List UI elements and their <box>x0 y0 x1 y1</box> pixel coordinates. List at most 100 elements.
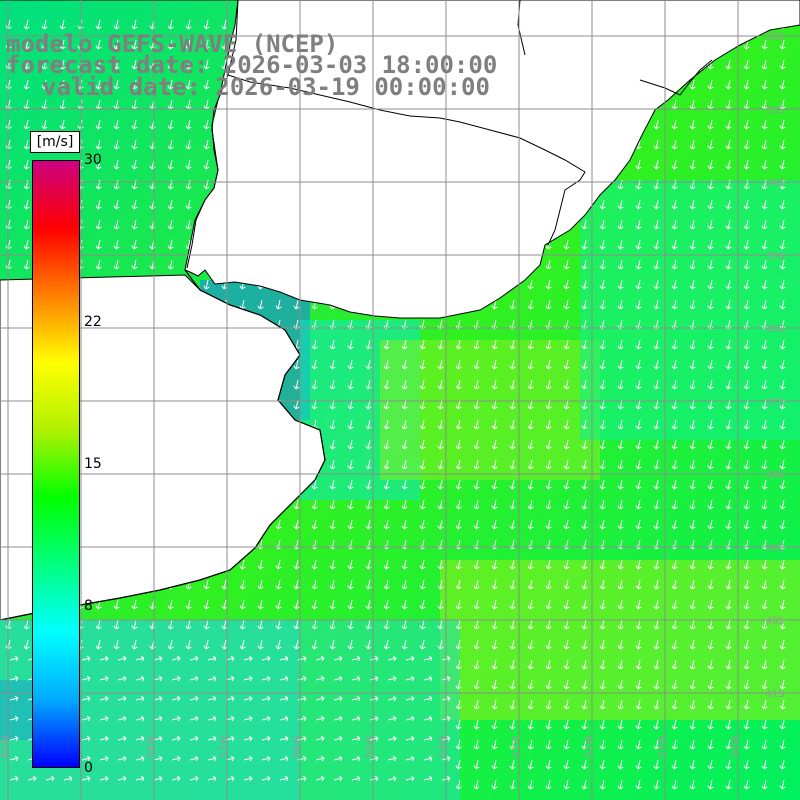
wind-arrow <box>95 219 102 230</box>
wind-arrow <box>635 679 642 690</box>
wind-arrow <box>131 19 138 30</box>
wind-arrow <box>275 619 282 630</box>
wind-arrow <box>189 675 199 682</box>
wind-arrow <box>725 639 732 650</box>
wind-arrow <box>725 479 732 490</box>
wind-arrow <box>653 279 660 290</box>
wind-arrow <box>167 119 174 130</box>
wind-arrow <box>581 499 588 510</box>
wind-arrow <box>329 599 336 610</box>
wind-arrow <box>95 79 102 90</box>
wind-arrow <box>779 299 786 310</box>
wind-arrow <box>419 639 426 650</box>
wind-arrow <box>437 339 444 350</box>
wind-arrow <box>527 479 534 490</box>
wind-arrow <box>383 359 390 370</box>
wind-arrow <box>707 419 714 430</box>
wind-arrow <box>617 379 624 390</box>
wind-arrow <box>473 419 480 430</box>
wind-arrow <box>135 715 145 722</box>
wind-arrow <box>599 459 606 470</box>
wind-arrow <box>437 619 444 630</box>
wind-arrow <box>167 619 174 630</box>
wind-arrow <box>653 639 660 650</box>
wind-arrow <box>99 655 109 662</box>
wind-arrow <box>527 419 534 430</box>
wind-arrow <box>527 279 534 290</box>
wind-arrow <box>725 659 732 670</box>
wind-arrow <box>725 599 732 610</box>
wind-arrow <box>383 639 390 650</box>
wind-arrow <box>581 599 588 610</box>
wind-arrow <box>743 259 750 270</box>
wind-arrow <box>171 655 181 662</box>
wind-arrow <box>707 559 714 570</box>
wind-arrow <box>329 419 336 430</box>
wind-arrow <box>117 655 127 662</box>
wind-arrow <box>599 499 606 510</box>
wind-arrow <box>365 379 372 390</box>
wind-arrow <box>329 379 336 390</box>
wind-arrow <box>239 559 246 570</box>
wind-arrow <box>27 775 37 782</box>
wind-arrow <box>617 499 624 510</box>
wind-arrow <box>581 699 588 710</box>
wind-arrow <box>59 39 66 50</box>
wind-arrow <box>761 439 768 450</box>
wind-arrow <box>689 519 696 530</box>
wind-arrow <box>369 655 379 662</box>
wind-arrow <box>81 775 91 782</box>
wind-arrow <box>527 559 534 570</box>
longitude-label: 50W <box>730 735 741 758</box>
wind-arrow <box>473 659 480 670</box>
wind-arrow <box>59 79 66 90</box>
longitude-label: 54W <box>438 735 449 758</box>
wind-arrow <box>779 219 786 230</box>
wind-arrow <box>473 699 480 710</box>
wind-arrow <box>563 519 570 530</box>
wind-arrow <box>239 579 246 590</box>
wind-arrow <box>779 779 786 790</box>
wind-arrow <box>473 499 480 510</box>
wind-arrow <box>527 439 534 450</box>
wind-arrow <box>617 639 624 650</box>
wind-arrow <box>707 139 714 150</box>
wind-arrow <box>779 599 786 610</box>
wind-arrow <box>383 499 390 510</box>
wind-arrow <box>401 619 408 630</box>
wind-arrow <box>743 499 750 510</box>
wind-arrow <box>599 259 606 270</box>
colorbar-unit: [m/s] <box>30 131 80 153</box>
wind-arrow <box>473 339 480 350</box>
wind-arrow <box>473 599 480 610</box>
wind-arrow <box>743 379 750 390</box>
wind-arrow <box>671 159 678 170</box>
wind-arrow <box>203 59 210 70</box>
wind-arrow <box>545 639 552 650</box>
wind-arrow <box>761 379 768 390</box>
wind-arrow <box>617 599 624 610</box>
wind-arrow <box>293 519 300 530</box>
wind-arrow <box>761 599 768 610</box>
wind-arrow <box>455 639 462 650</box>
wind-arrow <box>419 439 426 450</box>
wind-arrow <box>81 675 91 682</box>
wind-arrow <box>257 639 264 650</box>
wind-arrow <box>563 719 570 730</box>
wind-arrow <box>707 759 714 770</box>
wind-arrow <box>207 675 217 682</box>
wind-arrow <box>779 579 786 590</box>
wind-arrow <box>743 559 750 570</box>
wind-arrow <box>617 679 624 690</box>
wind-arrow <box>117 775 127 782</box>
wind-arrow <box>419 599 426 610</box>
wind-arrow <box>725 719 732 730</box>
wind-arrow <box>419 339 426 350</box>
wind-arrow <box>545 479 552 490</box>
wind-arrow <box>527 359 534 370</box>
wind-arrow <box>41 79 48 90</box>
wind-arrow <box>203 159 210 170</box>
wind-arrow <box>707 519 714 530</box>
wind-arrow <box>401 559 408 570</box>
wind-arrow <box>437 379 444 390</box>
